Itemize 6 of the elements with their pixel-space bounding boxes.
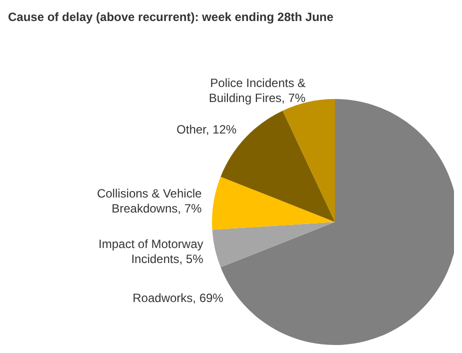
- slice-label: Other, 12%: [176, 122, 237, 137]
- slice-label: Collisions & Vehicle Breakdowns, 7%: [96, 186, 202, 216]
- slice-label: Police Incidents & Building Fires, 7%: [208, 76, 306, 105]
- slice-label: Impact of Motorway Incidents, 5%: [98, 236, 204, 266]
- slice-label: Roadworks, 69%: [132, 290, 224, 305]
- chart-title: Cause of delay (above recurrent): week ending 28th June: [8, 10, 334, 24]
